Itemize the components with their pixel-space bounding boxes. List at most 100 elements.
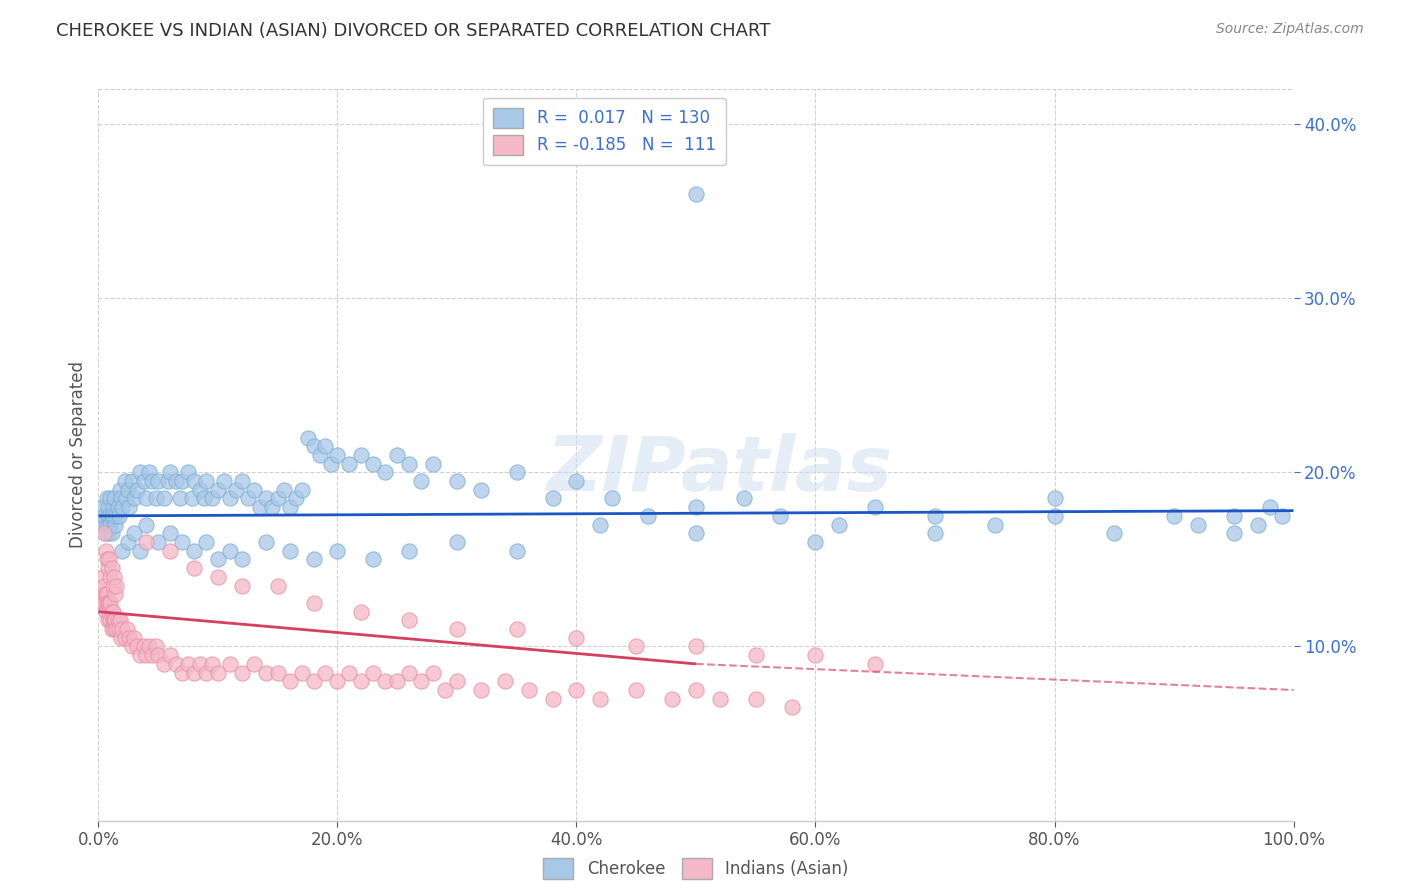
Point <box>104 587 127 601</box>
Point <box>326 674 349 689</box>
Point <box>363 665 385 680</box>
Point <box>101 578 124 592</box>
Point <box>103 622 125 636</box>
Point <box>207 665 229 680</box>
Point <box>201 657 224 671</box>
Point <box>517 683 540 698</box>
Point <box>1258 500 1281 515</box>
Point <box>121 474 143 488</box>
Point <box>745 691 768 706</box>
Point <box>115 622 138 636</box>
Point <box>111 543 134 558</box>
Point <box>94 526 117 541</box>
Point <box>129 466 152 480</box>
Point <box>363 457 385 471</box>
Point <box>93 508 115 523</box>
Point <box>506 466 529 480</box>
Point <box>337 457 360 471</box>
Point <box>254 535 277 549</box>
Point <box>153 657 176 671</box>
Point <box>183 543 205 558</box>
Point <box>624 683 647 698</box>
Point <box>267 665 290 680</box>
Point <box>96 596 118 610</box>
Point <box>422 665 444 680</box>
Point <box>315 439 337 453</box>
Point <box>804 648 827 663</box>
Point <box>207 570 229 584</box>
Point <box>231 665 253 680</box>
Point <box>243 483 266 497</box>
Point <box>565 474 588 488</box>
Point <box>541 491 564 506</box>
Point <box>768 508 790 523</box>
Point <box>804 535 827 549</box>
Point <box>172 474 194 488</box>
Point <box>506 622 529 636</box>
Point <box>243 657 266 671</box>
Point <box>983 517 1005 532</box>
Point <box>780 700 803 714</box>
Point <box>1043 491 1066 506</box>
Point <box>100 605 122 619</box>
Point <box>169 491 191 506</box>
Point <box>98 517 122 532</box>
Point <box>124 491 146 506</box>
Point <box>290 665 312 680</box>
Point <box>97 561 120 575</box>
Point <box>207 483 229 497</box>
Point <box>1187 517 1209 532</box>
Point <box>98 491 122 506</box>
Point <box>117 483 139 497</box>
Point <box>165 474 187 488</box>
Point <box>117 535 139 549</box>
Point <box>1271 508 1294 523</box>
Point <box>863 657 886 671</box>
Point <box>172 535 194 549</box>
Point <box>100 508 122 523</box>
Point <box>101 605 124 619</box>
Point <box>589 691 612 706</box>
Point <box>194 474 217 488</box>
Point <box>135 517 157 532</box>
Point <box>600 491 623 506</box>
Point <box>125 640 148 654</box>
Point <box>104 613 127 627</box>
Point <box>350 448 373 462</box>
Point <box>398 543 420 558</box>
Point <box>148 535 170 549</box>
Point <box>98 605 121 619</box>
Point <box>231 578 253 592</box>
Point <box>565 631 588 645</box>
Point <box>1163 508 1185 523</box>
Point <box>733 491 755 506</box>
Point <box>98 596 122 610</box>
Point <box>96 587 118 601</box>
Point <box>96 517 118 532</box>
Point <box>101 508 124 523</box>
Point <box>411 674 433 689</box>
Point <box>129 648 152 663</box>
Point <box>98 613 122 627</box>
Point <box>188 657 211 671</box>
Point <box>231 474 253 488</box>
Point <box>924 526 946 541</box>
Point <box>111 500 134 515</box>
Point <box>107 500 129 515</box>
Point <box>302 596 325 610</box>
Point <box>685 640 707 654</box>
Y-axis label: Divorced or Separated: Divorced or Separated <box>69 361 87 549</box>
Point <box>93 596 115 610</box>
Point <box>132 474 155 488</box>
Point <box>260 500 283 515</box>
Point <box>94 605 117 619</box>
Point <box>159 648 181 663</box>
Point <box>422 457 444 471</box>
Point <box>470 483 492 497</box>
Point <box>145 491 167 506</box>
Point <box>188 483 211 497</box>
Point <box>138 466 160 480</box>
Point <box>135 535 157 549</box>
Point <box>118 631 141 645</box>
Point <box>98 596 121 610</box>
